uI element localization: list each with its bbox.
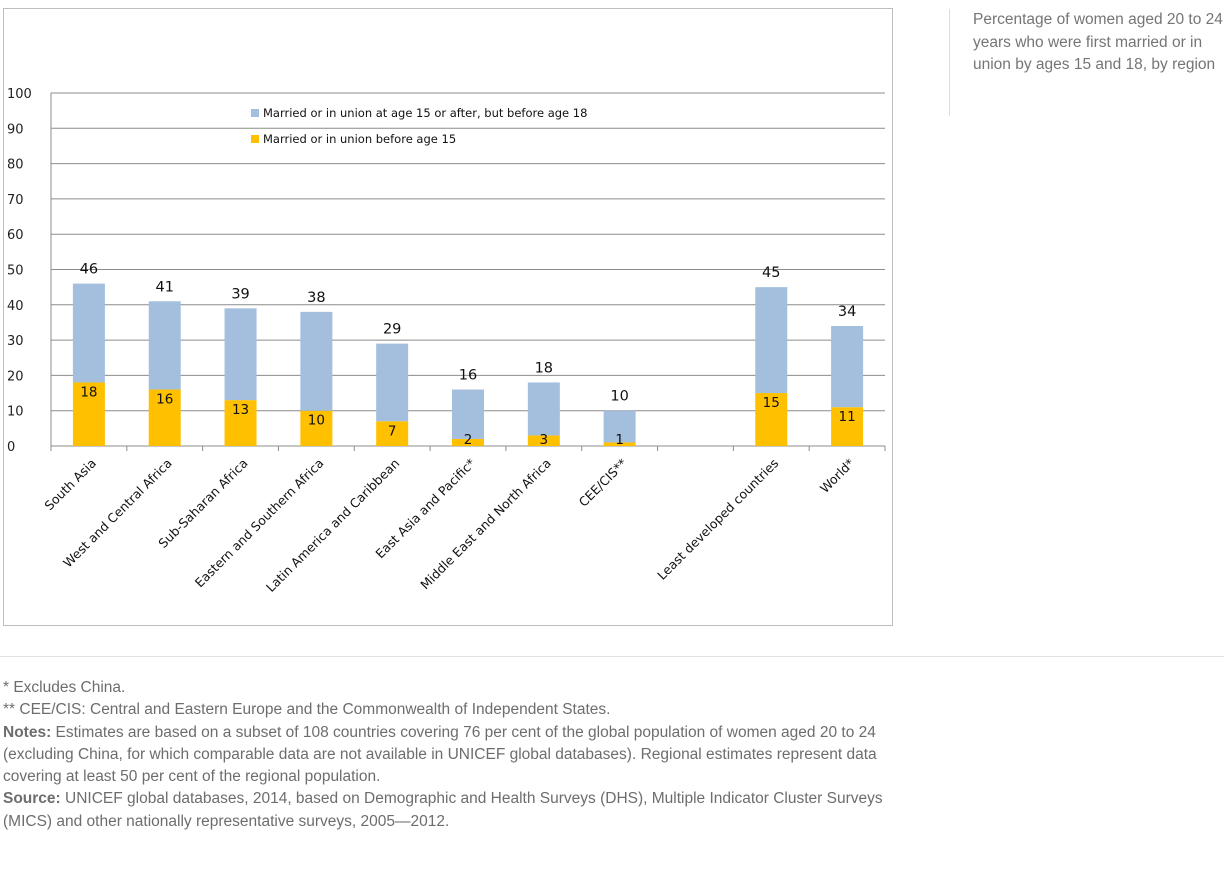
y-tick-label: 20: [7, 369, 24, 384]
bar-15-to-18: [148, 301, 181, 390]
bar-before-15: [527, 435, 560, 446]
bar-before-15: [603, 442, 636, 446]
source-paragraph: Source: UNICEF global databases, 2014, b…: [3, 788, 928, 833]
source-text: UNICEF global databases, 2014, based on …: [3, 790, 883, 830]
y-tick-label: 80: [7, 158, 24, 173]
bar-before-15: [831, 407, 864, 446]
footnote-excludes-china: * Excludes China.: [3, 679, 126, 696]
legend-swatch: [251, 109, 259, 117]
data-label-total: 29: [383, 322, 401, 338]
bar-15-to-18: [755, 287, 788, 394]
bar-before-15: [224, 400, 257, 446]
y-tick-label: 70: [7, 193, 24, 208]
data-label-before-15: 18: [80, 384, 97, 400]
bar-15-to-18: [72, 283, 105, 383]
chart-notes: * Excludes China. ** CEE/CIS: Central an…: [3, 677, 928, 833]
bar-before-15: [376, 421, 409, 446]
y-tick-label: 10: [7, 405, 24, 420]
legend-label: Married or in union before age 15: [263, 132, 456, 146]
data-label-before-15: 16: [156, 392, 173, 408]
notes-paragraph: Notes: Estimates are based on a subset o…: [3, 722, 928, 789]
y-tick-label: 0: [7, 440, 15, 455]
data-label-before-15: 7: [388, 423, 397, 439]
bar-15-to-18: [224, 308, 257, 401]
data-label-before-15: 2: [464, 432, 473, 448]
data-label-total: 38: [307, 290, 325, 306]
data-label-total: 45: [762, 265, 780, 281]
y-tick-label: 30: [7, 334, 24, 349]
bar-before-15: [148, 389, 181, 446]
data-label-total: 18: [535, 360, 553, 376]
bar-before-15: [72, 382, 105, 446]
bar-before-15: [452, 438, 484, 446]
x-category-label: World*: [817, 456, 857, 496]
x-category-label: Middle East and North Africa: [417, 456, 554, 593]
notes-text: Estimates are based on a subset of 108 c…: [3, 723, 877, 786]
bar-15-to-18: [376, 343, 409, 422]
chart-frame: 0 10 20 30 40 50 60 70 80 90 100 18 46 South Asia 16 41…: [3, 8, 893, 626]
legend-label: Married or in union at age 15 or after, …: [263, 106, 587, 120]
bar-15-to-18: [452, 389, 484, 439]
data-label-total: 46: [80, 262, 98, 278]
data-label-total: 41: [156, 279, 174, 295]
divider: [0, 656, 1224, 657]
data-label-before-15: 10: [308, 413, 325, 429]
notes-label: Notes:: [3, 723, 52, 741]
chart-caption: Percentage of women aged 20 to 24 years …: [949, 9, 1224, 116]
x-category-label: CEE/CIS**: [576, 456, 630, 510]
x-category-label: Eastern and Southern Africa: [192, 456, 327, 591]
legend-swatch: [251, 135, 259, 143]
y-tick-label: 100: [7, 87, 32, 102]
bar-15-to-18: [831, 325, 864, 408]
data-label-before-15: 11: [838, 409, 855, 425]
bar-15-to-18: [300, 311, 333, 411]
data-label-before-15: 3: [540, 432, 549, 448]
bar-before-15: [755, 393, 788, 446]
stacked-bar-chart: 0 10 20 30 40 50 60 70 80 90 100 18 46 South Asia 16 41…: [7, 87, 886, 595]
data-label-total: 39: [231, 286, 249, 302]
data-label-before-15: 15: [763, 395, 780, 411]
x-category-label: Least developed countries: [654, 456, 781, 583]
data-label-before-15: 13: [232, 402, 249, 418]
data-label-total: 10: [610, 389, 628, 405]
source-label: Source:: [3, 790, 61, 808]
bar-15-to-18: [527, 382, 560, 436]
y-tick-label: 40: [7, 299, 24, 314]
y-tick-label: 90: [7, 122, 24, 137]
data-label-before-15: 1: [615, 432, 624, 448]
data-label-total: 16: [459, 368, 477, 384]
y-tick-label: 50: [7, 264, 24, 279]
data-label-total: 34: [838, 304, 856, 320]
footnote-cee-cis: ** CEE/CIS: Central and Eastern Europe a…: [3, 701, 611, 719]
bar-before-15: [300, 410, 333, 446]
y-tick-label: 60: [7, 228, 24, 243]
bar-15-to-18: [603, 410, 636, 443]
x-category-label: South Asia: [41, 456, 99, 514]
x-category-label: Latin America and Caribbean: [263, 456, 402, 595]
